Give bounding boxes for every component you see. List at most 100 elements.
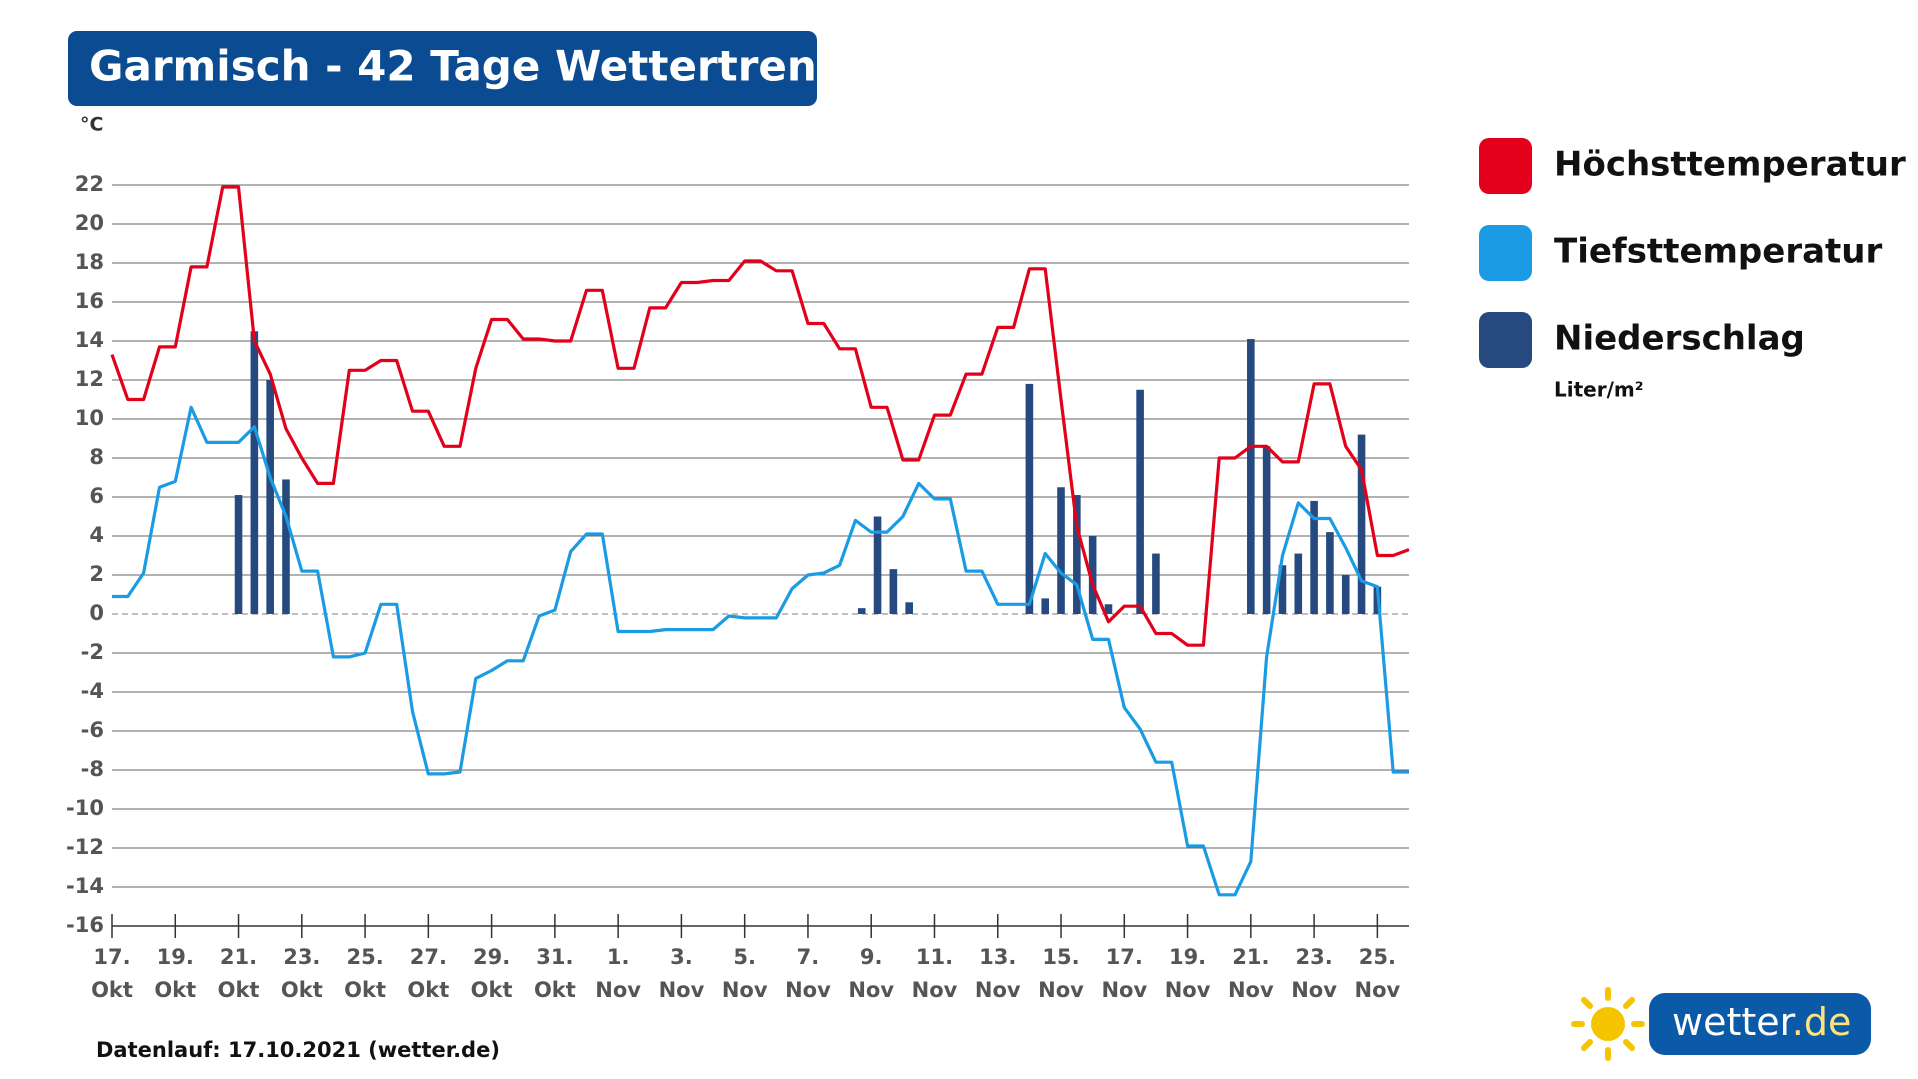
x-tick-month: Okt <box>407 978 449 1002</box>
x-tick-month: Nov <box>785 978 831 1002</box>
precip-bar <box>1341 575 1350 614</box>
x-tick-label: 1. <box>607 945 630 969</box>
precip-bar <box>1357 434 1366 614</box>
x-tick-month: Nov <box>722 978 768 1002</box>
y-tick-label: -16 <box>66 913 104 937</box>
x-tick-month: Nov <box>912 978 958 1002</box>
x-tick-month: Okt <box>91 978 133 1002</box>
y-tick-label: -2 <box>81 640 104 664</box>
x-tick-label: 17. <box>1106 945 1143 969</box>
precip-bar <box>1152 553 1160 614</box>
precip-bar <box>1073 495 1081 614</box>
y-tick-label: -10 <box>66 796 104 820</box>
x-tick-label: 25. <box>1359 945 1396 969</box>
logo-text: wetter.de <box>1672 1000 1851 1044</box>
x-tick-month: Okt <box>471 978 513 1002</box>
footnote: Datenlauf: 17.10.2021 (wetter.de) <box>96 1038 500 1062</box>
x-tick-month: Okt <box>154 978 196 1002</box>
y-tick-label: 12 <box>75 367 104 391</box>
x-tick-month: Nov <box>595 978 641 1002</box>
x-tick-month: Okt <box>281 978 323 1002</box>
y-tick-label: 2 <box>89 562 104 586</box>
temp-line <box>110 185 1410 647</box>
y-tick-label: 18 <box>75 250 104 274</box>
precip-bar <box>1262 446 1271 614</box>
x-tick-label: 21. <box>1232 945 1269 969</box>
x-tick-label: 17. <box>93 945 130 969</box>
title-box <box>68 31 817 106</box>
legend-swatch <box>1479 225 1532 281</box>
x-tick-label: 21. <box>220 945 257 969</box>
precip-bar <box>857 608 866 614</box>
y-tick-label: 4 <box>89 523 104 547</box>
y-tick-label: -8 <box>81 757 104 781</box>
y-tick-label: 0 <box>89 601 104 625</box>
precip-bar <box>1025 383 1034 614</box>
y-tick-label: -6 <box>81 718 104 742</box>
precip-bar <box>250 331 259 614</box>
y-unit: °C <box>80 114 103 136</box>
precip-bar <box>1088 536 1097 614</box>
logo-box <box>1649 993 1871 1055</box>
x-tick-label: 15. <box>1042 945 1079 969</box>
precip-bar <box>1104 604 1113 614</box>
x-tick-month: Okt <box>218 978 260 1002</box>
legend-label: Niederschlag <box>1554 319 1805 359</box>
x-tick-month: Nov <box>1228 978 1274 1002</box>
x-tick-label: 3. <box>670 945 693 969</box>
y-tick-label: 8 <box>89 445 104 469</box>
legend-swatch <box>1479 312 1532 368</box>
y-tick-label: -12 <box>66 835 104 859</box>
chart-title: Garmisch - 42 Tage Wettertrend <box>89 42 847 91</box>
precip-bar <box>905 602 913 614</box>
x-tick-label: 13. <box>979 945 1016 969</box>
x-tick-label: 7. <box>797 945 820 969</box>
y-tick-label: -4 <box>81 679 104 703</box>
y-tick-label: 16 <box>75 289 104 313</box>
x-tick-label: 9. <box>860 945 883 969</box>
logo-sun <box>1591 1007 1625 1041</box>
precip-bar <box>1294 553 1303 614</box>
y-tick-label: 14 <box>75 328 104 352</box>
x-tick-month: Nov <box>659 978 705 1002</box>
y-tick-label: -14 <box>66 874 104 898</box>
x-tick-month: Okt <box>534 978 576 1002</box>
precip-bar <box>1310 500 1318 614</box>
x-tick-month: Nov <box>848 978 894 1002</box>
logo-rays <box>1571 987 1645 1061</box>
x-tick-label: 19. <box>1169 945 1206 969</box>
x-tick-month: Nov <box>1038 978 1084 1002</box>
x-tick-month: Nov <box>1291 978 1337 1002</box>
x-tick-label: 31. <box>536 945 573 969</box>
legend-label: Tiefsttemperatur <box>1554 232 1882 272</box>
precip-bar <box>266 380 274 614</box>
precip-bar <box>873 516 882 614</box>
x-tick-label: 19. <box>157 945 194 969</box>
y-tick-label: 20 <box>75 211 104 235</box>
x-tick-label: 29. <box>473 945 510 969</box>
precip-bar <box>889 569 898 614</box>
precip-bar <box>1247 339 1255 614</box>
x-tick-month: Okt <box>344 978 386 1002</box>
temp-line <box>112 405 1409 897</box>
legend-label: Höchsttemperatur <box>1554 145 1906 185</box>
precip-bar <box>1278 565 1287 614</box>
x-tick-month: Nov <box>975 978 1021 1002</box>
precip-bar <box>1136 389 1144 614</box>
x-tick-label: 23. <box>283 945 320 969</box>
x-tick-month: Nov <box>1101 978 1147 1002</box>
y-tick-label: 22 <box>75 172 104 196</box>
x-tick-month: Nov <box>1355 978 1401 1002</box>
precip-bar <box>1326 532 1334 614</box>
y-tick-label: 10 <box>75 406 104 430</box>
x-tick-label: 25. <box>346 945 383 969</box>
legend-swatch <box>1479 138 1532 194</box>
x-tick-label: 27. <box>410 945 447 969</box>
y-tick-label: 6 <box>89 484 104 508</box>
x-tick-month: Nov <box>1165 978 1211 1002</box>
x-tick-label: 11. <box>916 945 953 969</box>
x-tick-label: 5. <box>733 945 756 969</box>
legend-unit: Liter/m² <box>1554 378 1644 402</box>
logo: wetter.de <box>1571 987 1871 1061</box>
